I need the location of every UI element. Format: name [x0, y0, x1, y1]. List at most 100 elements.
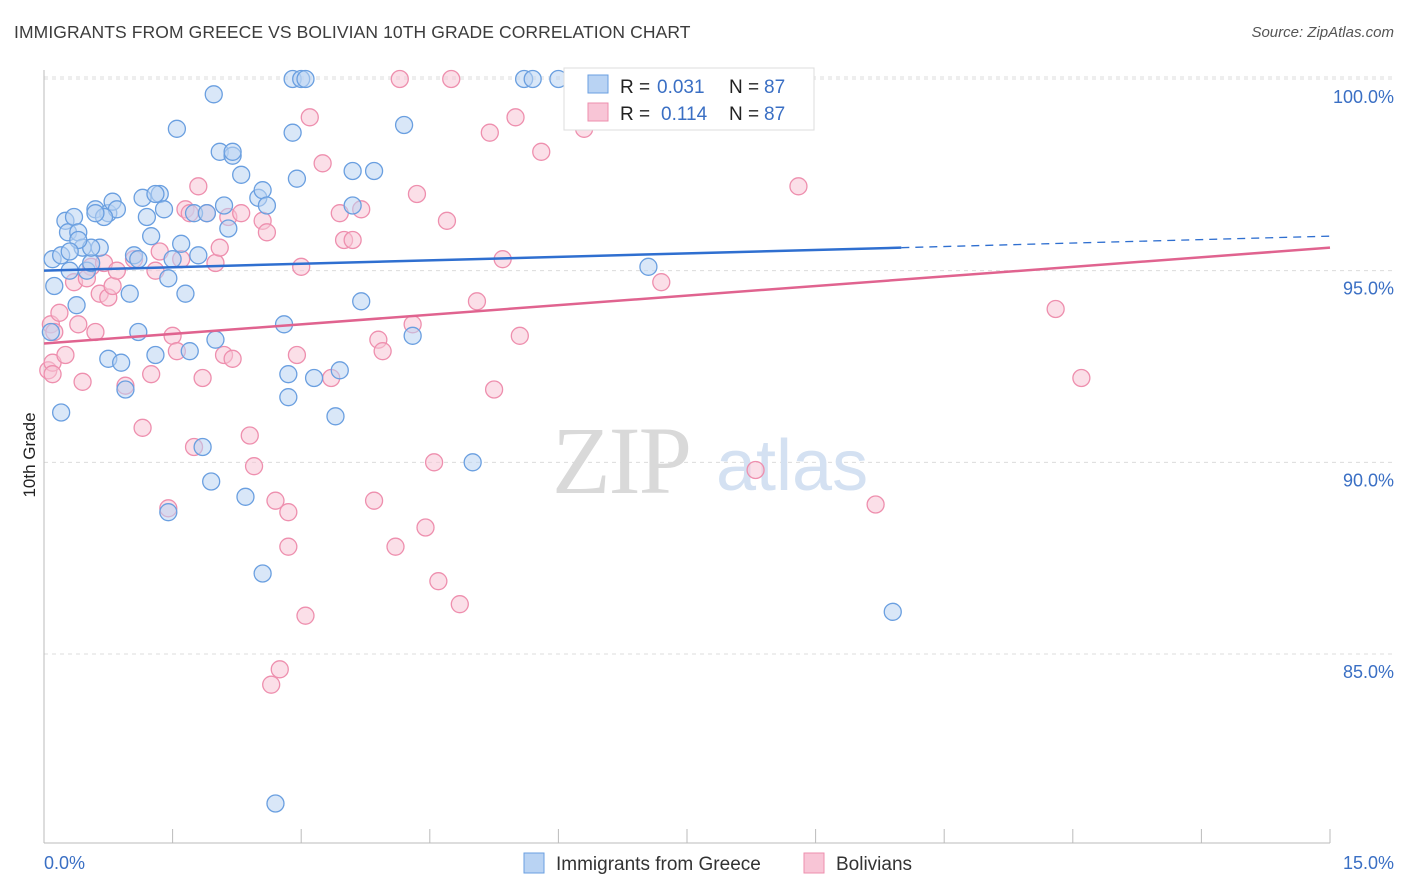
- point-greece: [214, 196, 234, 215]
- point-greece: [253, 181, 272, 200]
- point-greece: [51, 403, 71, 422]
- point-greece: [163, 250, 182, 269]
- point-bolivians: [107, 261, 127, 280]
- point-bolivians: [364, 491, 384, 510]
- point-bolivians: [223, 349, 242, 368]
- point-greece: [394, 115, 414, 135]
- point-bolivians: [210, 238, 229, 257]
- point-greece: [223, 142, 242, 161]
- point-greece: [279, 365, 298, 384]
- point-greece: [129, 250, 148, 269]
- point-greece: [326, 407, 345, 426]
- stats-swatch-bolivians: [587, 102, 609, 122]
- stats-n-value-bolivians: 87: [764, 104, 785, 125]
- point-bolivians: [232, 204, 251, 223]
- stats-n-label-bolivians: N =: [729, 104, 759, 125]
- point-greece: [639, 257, 658, 276]
- point-bolivians: [416, 518, 435, 537]
- point-greece: [67, 296, 86, 315]
- point-bolivians: [789, 177, 808, 196]
- point-greece: [463, 453, 482, 472]
- point-bolivians: [73, 372, 92, 391]
- point-greece: [257, 196, 277, 215]
- point-bolivians: [480, 123, 499, 142]
- point-greece: [167, 119, 187, 138]
- point-bolivians: [386, 537, 405, 556]
- y-tick-label: 95.0%: [1343, 279, 1394, 299]
- stats-n-label-greece: N =: [729, 77, 759, 98]
- point-bolivians: [86, 322, 105, 342]
- point-greece: [146, 184, 165, 204]
- point-bolivians: [206, 253, 225, 273]
- point-bolivians: [279, 503, 298, 522]
- point-bolivians: [450, 595, 469, 614]
- legend-label-bolivians: Bolivians: [836, 854, 912, 875]
- point-bolivians: [292, 257, 311, 276]
- y-tick-label: 90.0%: [1343, 470, 1394, 490]
- y-tick-label: 85.0%: [1343, 662, 1394, 682]
- point-greece: [883, 602, 902, 621]
- trend-line-bolivians: [43, 246, 1331, 345]
- point-greece: [176, 284, 195, 303]
- point-greece: [279, 388, 298, 407]
- point-greece: [64, 207, 84, 227]
- point-bolivians: [746, 460, 765, 480]
- point-greece: [343, 161, 362, 181]
- watermark-atlas: atlas: [716, 426, 868, 506]
- watermark: ZIP atlas: [552, 407, 868, 514]
- point-bolivians: [866, 495, 885, 514]
- series-legend: Immigrants from Greece Bolivians: [523, 852, 912, 875]
- point-greece: [142, 227, 161, 246]
- stats-legend: R = 0.031 N = 87 R = 0.114 N = 87: [563, 67, 815, 131]
- point-bolivians: [69, 315, 88, 334]
- point-bolivians: [1072, 368, 1091, 388]
- point-bolivians: [257, 223, 277, 242]
- point-greece: [41, 322, 61, 342]
- point-greece: [206, 330, 225, 349]
- axes: 85.0% 90.0% 95.0% 100.0%: [43, 70, 1394, 844]
- point-greece: [352, 292, 371, 311]
- point-greece: [283, 123, 302, 142]
- point-greece: [159, 503, 178, 522]
- watermark-zip: ZIP: [552, 407, 690, 514]
- point-bolivians: [56, 345, 75, 365]
- point-bolivians: [103, 276, 122, 296]
- point-bolivians: [652, 273, 671, 292]
- x-tick-label-min: 0.0%: [44, 853, 85, 873]
- point-bolivians: [133, 418, 152, 437]
- point-bolivians: [189, 177, 208, 196]
- point-greece: [86, 204, 105, 223]
- point-bolivians: [313, 154, 332, 173]
- point-greece: [364, 161, 384, 181]
- point-greece: [189, 246, 208, 265]
- stats-r-label-bolivians: R =: [620, 104, 650, 125]
- point-bolivians: [429, 572, 448, 591]
- point-greece: [253, 564, 272, 583]
- point-greece: [60, 242, 79, 261]
- point-greece: [304, 368, 324, 388]
- point-bolivians: [266, 491, 285, 510]
- point-greece: [120, 284, 139, 303]
- point-greece: [112, 353, 131, 372]
- point-bolivians: [532, 142, 551, 161]
- trend-lines: [43, 235, 1331, 345]
- point-bolivians: [163, 326, 182, 345]
- gridlines: [44, 76, 1392, 655]
- point-bolivians: [506, 108, 525, 127]
- point-bolivians: [343, 230, 362, 250]
- point-bolivians: [484, 380, 504, 399]
- point-bolivians: [279, 537, 298, 556]
- point-bolivians: [296, 606, 315, 625]
- point-bolivians: [407, 184, 427, 204]
- point-bolivians: [1046, 299, 1065, 319]
- point-greece: [232, 165, 251, 184]
- point-greece: [266, 794, 285, 813]
- point-bolivians: [262, 675, 281, 694]
- point-greece: [154, 200, 174, 219]
- legend-label-greece: Immigrants from Greece: [556, 854, 761, 875]
- y-axis-title: 10th Grade: [20, 412, 39, 497]
- series-bolivians-points: [39, 69, 1091, 694]
- legend-swatch-greece: [523, 852, 545, 874]
- point-greece: [219, 219, 238, 238]
